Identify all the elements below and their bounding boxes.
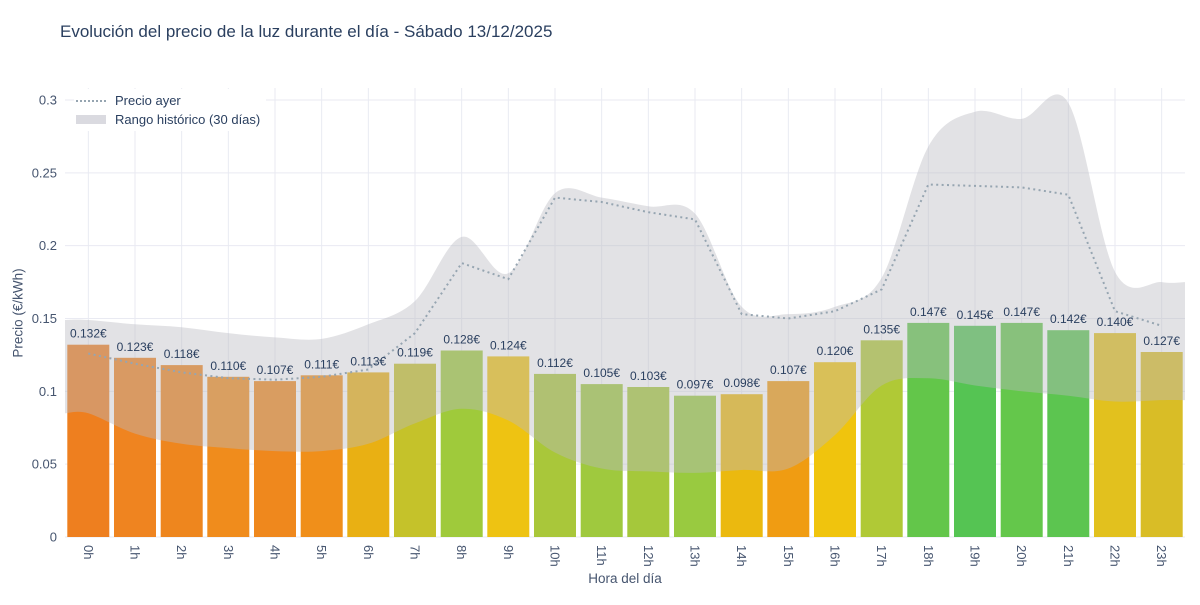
range-band-swatch <box>76 115 106 124</box>
bar-21h[interactable] <box>1047 330 1090 537</box>
bar-value-label: 0.123€ <box>117 340 154 354</box>
bar-23h[interactable] <box>1140 352 1183 537</box>
bar-19h[interactable] <box>954 325 996 537</box>
x-tick-label: 15h <box>781 545 796 567</box>
legend-label-precio-ayer: Precio ayer <box>115 93 181 108</box>
x-tick-label: 16h <box>828 545 843 567</box>
bar-value-label: 0.128€ <box>443 333 480 347</box>
x-tick-label: 2h <box>174 545 189 559</box>
y-tick-label: 0.3 <box>39 93 57 108</box>
bar-13h[interactable] <box>674 395 716 537</box>
bar-0h[interactable] <box>67 344 110 537</box>
y-tick-label: 0.1 <box>39 384 57 399</box>
x-tick-label: 18h <box>921 545 936 567</box>
y-tick-label: 0.15 <box>32 311 57 326</box>
bar-value-label: 0.147€ <box>910 305 947 319</box>
bar-value-label: 0.135€ <box>863 322 900 336</box>
bar-value-label: 0.105€ <box>583 366 620 380</box>
x-tick-label: 11h <box>594 545 609 566</box>
bar-4h[interactable] <box>254 381 296 537</box>
x-axis-title: Hora del día <box>588 571 662 586</box>
bar-15h[interactable] <box>767 381 810 537</box>
y-axis-title: Precio (€/kWh) <box>10 268 26 358</box>
x-tick-label: 12h <box>641 545 656 567</box>
y-tick-label: 0.2 <box>39 238 57 253</box>
x-tick-label: 7h <box>408 545 423 559</box>
bar-value-label: 0.111€ <box>304 357 339 371</box>
bar-1h[interactable] <box>114 357 156 537</box>
bar-14h[interactable] <box>720 394 763 537</box>
x-tick-label: 21h <box>1061 545 1076 567</box>
y-tick-label: 0.05 <box>32 457 57 472</box>
x-tick-label: 23h <box>1154 545 1169 567</box>
bar-8h[interactable] <box>440 350 483 538</box>
legend: Precio ayer Rango histórico (30 días) <box>74 89 267 131</box>
x-tick-label: 5h <box>314 545 329 559</box>
bar-11h[interactable] <box>580 384 623 537</box>
bar-5h[interactable] <box>300 375 343 537</box>
bar-12h[interactable] <box>627 387 670 537</box>
bar-2h[interactable] <box>160 365 203 537</box>
y-tick-label: 0 <box>50 530 57 545</box>
x-tick-label: 6h <box>361 545 376 559</box>
page-title: Evolución del precio de la luz durante e… <box>60 22 553 41</box>
bar-10h[interactable] <box>534 373 576 537</box>
bar-value-label: 0.147€ <box>1003 305 1040 319</box>
bar-22h[interactable] <box>1094 333 1136 537</box>
bar-value-label: 0.140€ <box>1097 315 1134 329</box>
x-tick-label: 9h <box>501 545 516 559</box>
y-tick-label: 0.25 <box>32 165 57 180</box>
bar-17h[interactable] <box>860 340 903 537</box>
bar-value-label: 0.120€ <box>817 344 854 358</box>
x-tick-label: 4h <box>268 545 283 559</box>
dotted-line-swatch <box>76 99 106 102</box>
bar-9h[interactable] <box>487 356 530 537</box>
bar-6h[interactable] <box>347 372 390 537</box>
x-tick-label: 17h <box>874 545 889 567</box>
bar-value-label: 0.107€ <box>257 363 294 377</box>
bar-value-label: 0.097€ <box>677 378 714 392</box>
legend-item-precio-ayer[interactable]: Precio ayer <box>76 91 260 110</box>
bar-20h[interactable] <box>1000 322 1043 537</box>
historical-range-band <box>65 94 1185 473</box>
bar-value-label: 0.110€ <box>210 359 246 373</box>
bar-value-label: 0.119€ <box>397 346 433 360</box>
x-tick-label: 19h <box>968 545 983 567</box>
bar-7h[interactable] <box>394 363 436 537</box>
bar-value-label: 0.132€ <box>70 327 107 341</box>
x-tick-label: 3h <box>221 545 236 559</box>
x-tick-label: 22h <box>1108 545 1123 567</box>
bar-value-label: 0.113€ <box>350 354 386 368</box>
bar-value-label: 0.142€ <box>1050 312 1087 326</box>
x-tick-label: 13h <box>688 545 703 567</box>
bar-value-label: 0.107€ <box>770 363 807 377</box>
x-tick-label: 10h <box>548 545 563 567</box>
x-tick-label: 0h <box>81 545 96 559</box>
bar-value-label: 0.112€ <box>537 356 573 370</box>
x-tick-label: 20h <box>1014 545 1029 567</box>
bar-3h[interactable] <box>207 376 250 537</box>
bar-18h[interactable] <box>907 322 950 537</box>
bar-value-label: 0.127€ <box>1143 334 1180 348</box>
bar-value-label: 0.145€ <box>957 308 994 322</box>
bar-value-label: 0.103€ <box>630 369 667 383</box>
legend-label-rango-historico: Rango histórico (30 días) <box>115 112 261 127</box>
bar-value-label: 0.098€ <box>723 376 760 390</box>
bar-value-label: 0.124€ <box>490 338 527 352</box>
x-tick-label: 14h <box>734 545 749 567</box>
x-tick-label: 1h <box>128 545 143 559</box>
bar-16h[interactable] <box>814 362 856 537</box>
x-tick-label: 8h <box>454 545 469 559</box>
bar-value-label: 0.118€ <box>164 347 200 361</box>
legend-item-rango-historico[interactable]: Rango histórico (30 días) <box>76 110 260 129</box>
